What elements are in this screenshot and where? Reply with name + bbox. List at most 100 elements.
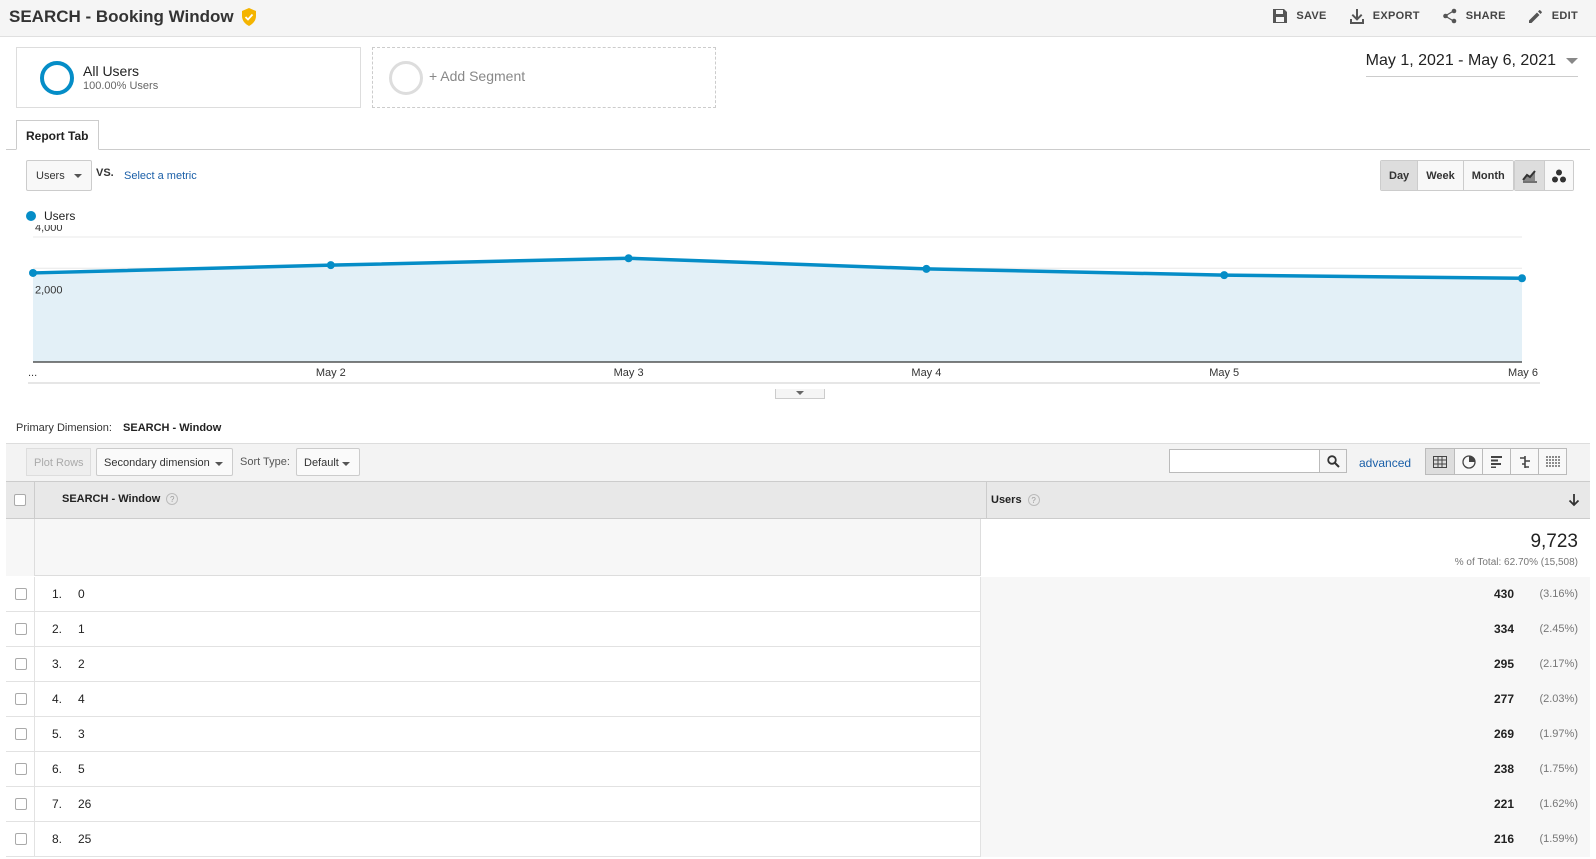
row-checkbox[interactable]	[15, 728, 27, 740]
search-icon	[1326, 454, 1340, 468]
row-users-percent: (2.03%)	[1539, 693, 1578, 705]
row-users-cell: 295 (2.17%)	[981, 647, 1590, 682]
legend-label: Users	[44, 209, 76, 223]
motion-chart-button[interactable]	[1544, 161, 1573, 190]
segment-all-users[interactable]: All Users 100.00% Users	[16, 47, 361, 108]
row-number: 6.	[52, 762, 63, 776]
plot-rows-button[interactable]: Plot Rows	[26, 448, 91, 476]
add-segment-button[interactable]: + Add Segment	[372, 47, 716, 108]
metric-dropdown[interactable]: Users	[26, 160, 92, 191]
period-day-button[interactable]: Day	[1381, 161, 1418, 190]
segment-ring-empty-icon	[389, 61, 423, 95]
row-dimension-value[interactable]: 25	[78, 832, 92, 846]
help-icon[interactable]: ?	[1027, 494, 1040, 507]
export-button[interactable]: EXPORT	[1349, 8, 1420, 24]
row-number: 1.	[52, 587, 63, 601]
help-icon[interactable]: ?	[166, 493, 179, 506]
column-header-users[interactable]: Users?	[991, 494, 1040, 507]
table-view-toggle	[1425, 448, 1567, 475]
totals-subtitle: % of Total: 62.70% (15,508)	[1454, 557, 1578, 568]
data-view-button[interactable]	[1426, 449, 1454, 474]
percentage-view-button[interactable]	[1454, 449, 1482, 474]
tab-report[interactable]: Report Tab	[16, 120, 99, 150]
chevron-down-icon	[796, 391, 804, 395]
row-users-cell: 216 (1.59%)	[981, 822, 1590, 857]
table-search-input[interactable]	[1169, 449, 1347, 473]
x-tick-label: May 4	[911, 367, 941, 379]
chart-collapse-toggle[interactable]	[775, 389, 825, 399]
pivot-view-button[interactable]	[1538, 449, 1566, 474]
row-users-percent: (2.17%)	[1539, 658, 1578, 670]
edit-label: EDIT	[1551, 10, 1578, 22]
row-dimension-value[interactable]: 0	[78, 587, 85, 601]
row-dimension-value[interactable]: 1	[78, 622, 85, 636]
row-dimension-value[interactable]: 5	[78, 762, 85, 776]
table-row: 2. 1 334 (2.45%)	[6, 612, 1590, 647]
row-checkbox[interactable]	[15, 798, 27, 810]
segment-subtitle: 100.00% Users	[83, 80, 159, 92]
series-line	[32, 256, 1523, 280]
row-checkbox[interactable]	[15, 763, 27, 775]
save-button[interactable]: SAVE	[1272, 8, 1326, 24]
performance-view-button[interactable]	[1482, 449, 1510, 474]
chevron-down-icon	[342, 462, 350, 466]
row-checkbox[interactable]	[15, 833, 27, 845]
select-all-checkbox[interactable]	[14, 494, 26, 506]
row-users-cell: 221 (1.62%)	[981, 787, 1590, 822]
row-select-cell	[6, 822, 35, 857]
row-users-percent: (1.97%)	[1539, 728, 1578, 740]
column-divider	[980, 682, 981, 717]
report-title-wrap: SEARCH - Booking Window	[9, 7, 257, 27]
row-checkbox[interactable]	[15, 623, 27, 635]
x-tick-label: May 3	[614, 367, 644, 379]
y-tick-label: 4,000	[35, 225, 63, 234]
row-select-cell	[6, 577, 35, 612]
line-chart-button[interactable]	[1515, 161, 1544, 190]
secondary-dimension-dropdown[interactable]: Secondary dimension	[96, 448, 233, 476]
x-tick-label: May 5	[1209, 367, 1239, 379]
column-divider	[980, 787, 981, 822]
share-button[interactable]: SHARE	[1442, 8, 1506, 24]
row-checkbox[interactable]	[15, 658, 27, 670]
row-users-value: 334	[1493, 622, 1514, 636]
row-select-cell	[6, 612, 35, 647]
row-users-cell: 430 (3.16%)	[981, 577, 1590, 612]
row-dimension-value[interactable]: 26	[78, 797, 92, 811]
totals-left-cell	[6, 519, 35, 576]
primary-dimension-value[interactable]: SEARCH - Window	[123, 422, 222, 434]
chart-type-toggle	[1514, 160, 1574, 191]
data-point	[624, 254, 633, 263]
row-select-cell	[6, 647, 35, 682]
row-dimension-value[interactable]: 3	[78, 727, 85, 741]
row-checkbox[interactable]	[15, 588, 27, 600]
row-users-percent: (3.16%)	[1539, 588, 1578, 600]
search-button[interactable]	[1319, 450, 1346, 472]
sort-descending-icon[interactable]	[1568, 493, 1580, 507]
comparison-view-button[interactable]	[1510, 449, 1538, 474]
date-range-picker[interactable]: May 1, 2021 - May 6, 2021	[1365, 52, 1578, 77]
row-number: 4.	[52, 692, 63, 706]
chevron-down-icon	[215, 462, 223, 466]
verified-shield-icon	[241, 8, 256, 26]
secondary-dimension-label: Secondary dimension	[104, 457, 210, 469]
column-header-dimension-label: SEARCH - Window	[62, 493, 161, 505]
table-toolbar: Plot Rows Secondary dimension Sort Type:…	[6, 443, 1590, 481]
header-actions: SAVE EXPORT SHARE EDIT	[1272, 8, 1578, 24]
table-row: 5. 3 269 (1.97%)	[6, 717, 1590, 752]
row-users-value: 295	[1493, 657, 1514, 671]
period-month-button[interactable]: Month	[1462, 161, 1513, 190]
select-metric-link[interactable]: Select a metric	[124, 170, 197, 182]
row-dimension-value[interactable]: 2	[78, 657, 85, 671]
row-number: 3.	[52, 657, 63, 671]
edit-button[interactable]: EDIT	[1528, 8, 1578, 24]
column-divider	[980, 717, 981, 752]
row-checkbox[interactable]	[15, 693, 27, 705]
sort-type-dropdown[interactable]: Default	[296, 448, 360, 476]
advanced-filter-link[interactable]: advanced	[1359, 456, 1412, 470]
column-divider	[980, 612, 981, 647]
period-week-button[interactable]: Week	[1417, 161, 1463, 190]
column-header-dimension[interactable]: SEARCH - Window?	[62, 493, 179, 506]
row-users-value: 238	[1493, 762, 1514, 776]
row-dimension-value[interactable]: 4	[78, 692, 85, 706]
comparison-icon	[1519, 455, 1530, 468]
